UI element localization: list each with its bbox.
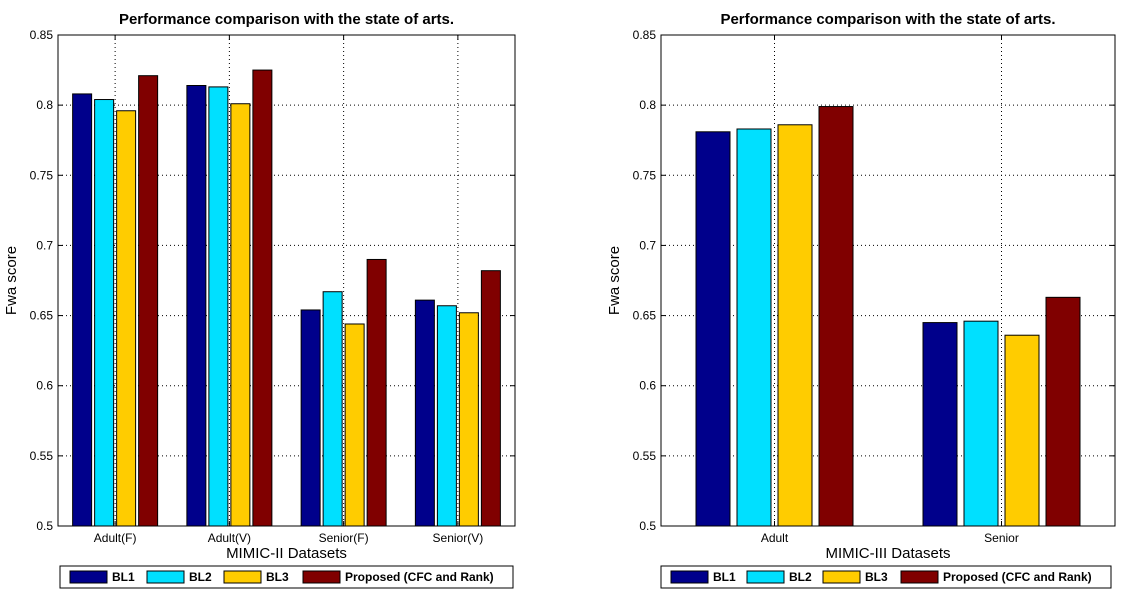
x-tick-label: Adult(F) (94, 531, 137, 545)
bar-bl3-2 (1004, 334, 1040, 527)
chart-1: 0.5 0.55 0.6 0.65 0.7 0.75 0.8 0.85 Adult(F) Adul… (3, 11, 516, 589)
legend-swatch (69, 570, 108, 584)
chart-title: Performance comparison with the state of… (720, 11, 1055, 28)
y-tick-label: 0.85 (633, 28, 657, 42)
y-tick-label: 0.8 (639, 98, 656, 112)
bar-bl1-2 (922, 322, 958, 527)
y-tick-label: 0.65 (633, 309, 657, 323)
y-tick-label: 0.5 (639, 519, 656, 533)
bar-bl2-2 (208, 86, 229, 527)
y-tick-label: 0.55 (30, 449, 54, 463)
bar-proposed-3 (366, 258, 387, 527)
axes-frame (660, 34, 1116, 527)
y-tick-label: 0.6 (36, 379, 53, 393)
legend-swatch (302, 570, 341, 584)
y-tick-label: 0.7 (36, 238, 53, 252)
bar-bl1-1 (695, 131, 731, 527)
legend-entry-label: BL3 (266, 570, 289, 584)
bar-bl3-4 (458, 312, 479, 527)
legend: BL1 BL2 BL3 Proposed (CFC and Rank) (59, 565, 514, 589)
bar-bl3-1 (777, 124, 813, 527)
legend-entry-label: BL2 (789, 570, 812, 584)
x-axis-label: MIMIC-III Datasets (825, 545, 950, 562)
x-tick-label: Senior (984, 531, 1019, 545)
bar-bl3-3 (344, 323, 365, 527)
legend: BL1 BL2 BL3 Proposed (CFC and Rank) (660, 565, 1112, 589)
y-tick-label: 0.8 (36, 98, 53, 112)
y-tick-label: 0.6 (639, 379, 656, 393)
bar-bl2-2 (963, 320, 999, 527)
bar-bl1-2 (186, 85, 207, 527)
x-tick-label: Senior(V) (433, 531, 484, 545)
chart-2: 0.5 0.55 0.6 0.65 0.7 0.75 0.8 0.85 Adult Senior P… (606, 11, 1116, 589)
legend-swatch (223, 570, 262, 584)
x-axis-label: MIMIC-II Datasets (226, 545, 347, 562)
bar-bl1-4 (414, 299, 435, 527)
bar-proposed-4 (480, 270, 501, 527)
legend-entry-label: BL2 (189, 570, 212, 584)
bar-bl2-1 (736, 128, 772, 527)
y-axis-label: Fwa score (606, 246, 623, 315)
legend-swatch (670, 570, 709, 584)
bar-bl2-1 (94, 99, 115, 527)
bar-bl1-3 (300, 309, 321, 527)
y-tick-label: 0.55 (633, 449, 657, 463)
bar-proposed-1 (138, 75, 159, 527)
legend-entry-label: BL3 (865, 570, 888, 584)
legend-swatch (822, 570, 861, 584)
bar-bl3-1 (116, 110, 137, 527)
legend-entry-label: Proposed (CFC and Rank) (943, 570, 1092, 584)
legend-entry-label: Proposed (CFC and Rank) (345, 570, 494, 584)
bar-bl1-1 (72, 93, 93, 527)
y-tick-label: 0.75 (633, 168, 657, 182)
x-tick-label: Senior(F) (319, 531, 369, 545)
legend-swatch (746, 570, 785, 584)
y-tick-label: 0.85 (30, 28, 54, 42)
y-tick-label: 0.75 (30, 168, 54, 182)
x-tick-label: Adult(V) (208, 531, 251, 545)
bar-proposed-2 (252, 69, 273, 527)
legend-entry-label: BL1 (112, 570, 135, 584)
x-tick-label: Adult (761, 531, 789, 545)
chart-title: Performance comparison with the state of… (119, 11, 454, 28)
y-axis-label: Fwa score (3, 246, 20, 315)
legend-entry-label: BL1 (713, 570, 736, 584)
bar-bl2-3 (322, 291, 343, 527)
y-tick-label: 0.7 (639, 238, 656, 252)
y-tick-label: 0.5 (36, 519, 53, 533)
y-tick-label: 0.65 (30, 309, 54, 323)
bar-bl2-4 (436, 305, 457, 527)
bar-proposed-2 (1045, 296, 1081, 527)
legend-swatch (900, 570, 939, 584)
legend-swatch (146, 570, 185, 584)
bar-proposed-1 (818, 106, 854, 527)
axes-frame (57, 34, 516, 527)
bar-bl3-2 (230, 103, 251, 527)
